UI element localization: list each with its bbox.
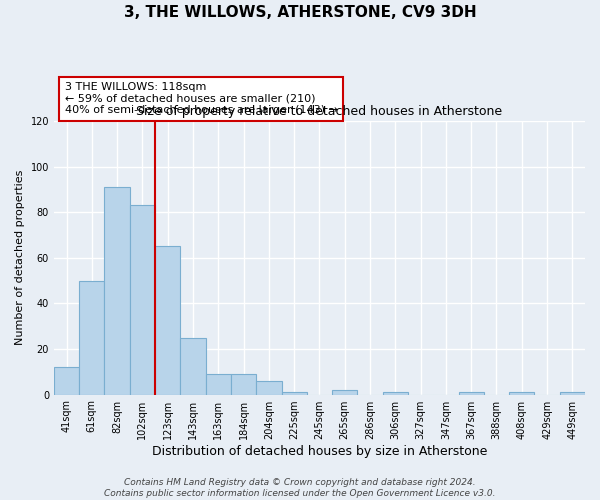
- Y-axis label: Number of detached properties: Number of detached properties: [15, 170, 25, 346]
- Bar: [231, 374, 256, 394]
- Bar: [206, 374, 231, 394]
- Bar: [281, 392, 307, 394]
- Bar: [181, 338, 206, 394]
- Bar: [332, 390, 358, 394]
- Bar: [54, 367, 79, 394]
- Bar: [560, 392, 585, 394]
- Bar: [79, 280, 104, 394]
- Bar: [458, 392, 484, 394]
- Text: 3 THE WILLOWS: 118sqm
← 59% of detached houses are smaller (210)
40% of semi-det: 3 THE WILLOWS: 118sqm ← 59% of detached …: [65, 82, 337, 116]
- Bar: [509, 392, 535, 394]
- Bar: [155, 246, 181, 394]
- X-axis label: Distribution of detached houses by size in Atherstone: Distribution of detached houses by size …: [152, 444, 487, 458]
- Bar: [104, 187, 130, 394]
- Text: Contains HM Land Registry data © Crown copyright and database right 2024.
Contai: Contains HM Land Registry data © Crown c…: [104, 478, 496, 498]
- Bar: [383, 392, 408, 394]
- Bar: [130, 206, 155, 394]
- Title: Size of property relative to detached houses in Atherstone: Size of property relative to detached ho…: [136, 106, 503, 118]
- Bar: [256, 381, 281, 394]
- Text: 3, THE WILLOWS, ATHERSTONE, CV9 3DH: 3, THE WILLOWS, ATHERSTONE, CV9 3DH: [124, 5, 476, 20]
